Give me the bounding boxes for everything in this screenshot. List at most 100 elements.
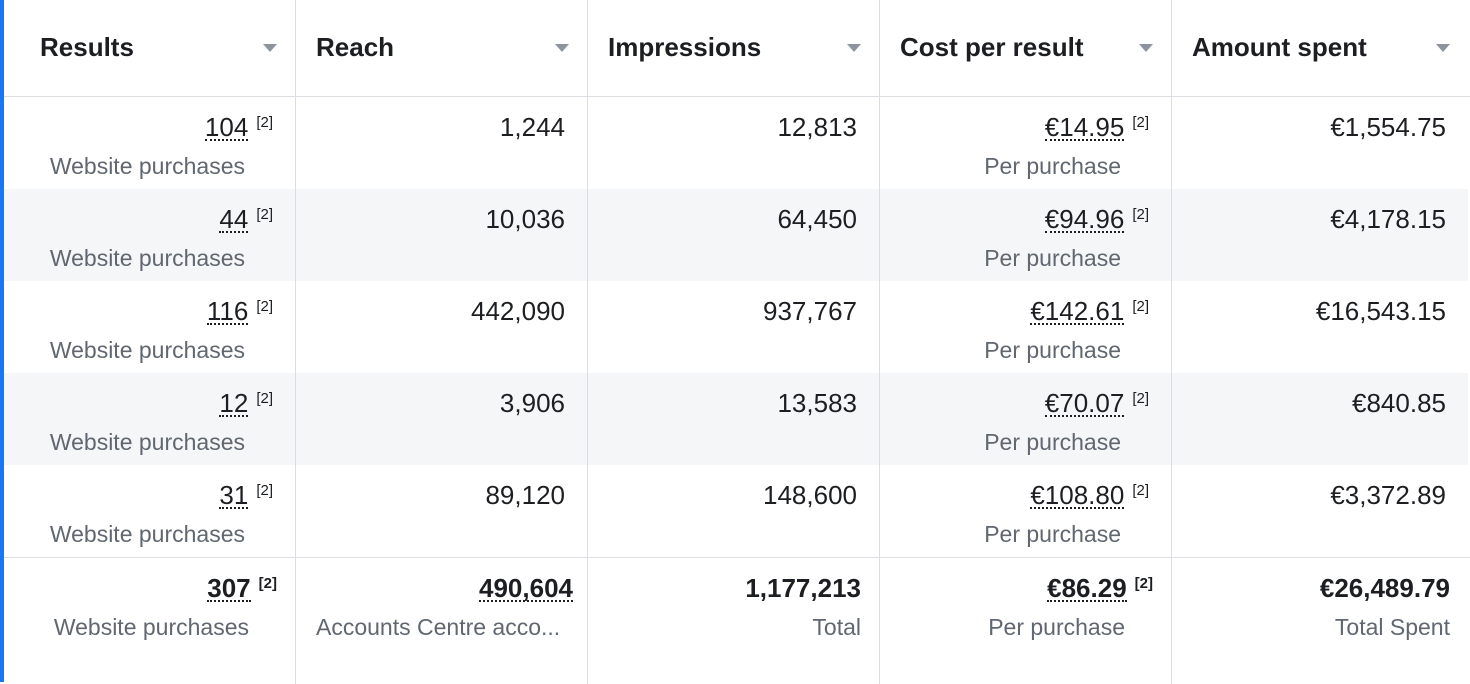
cost-value[interactable]: €70.07 — [1044, 388, 1125, 418]
column-header-results[interactable]: Results — [4, 0, 296, 96]
results-type: Website purchases — [49, 429, 245, 455]
reach-cell: 89,120 — [296, 465, 588, 557]
chevron-down-icon[interactable] — [1436, 44, 1450, 52]
cost-total-value[interactable]: €86.29 — [1047, 573, 1127, 603]
totals-row: 307 [2] Website purchases 490,604 Account… — [4, 557, 1470, 684]
reach-cell: 10,036 — [296, 189, 588, 281]
footnote-marker: [2] — [256, 206, 273, 223]
column-header-label: Cost per result — [900, 32, 1084, 62]
impressions-cell: 937,767 — [588, 281, 880, 373]
column-header-label: Impressions — [608, 32, 762, 62]
column-header-impressions[interactable]: Impressions — [588, 0, 880, 96]
reach-cell: 442,090 — [296, 281, 588, 373]
impressions-cell: 12,813 — [588, 97, 880, 189]
column-header-cost-per-result[interactable]: Cost per result — [880, 0, 1172, 96]
chevron-down-icon[interactable] — [1139, 44, 1153, 52]
chevron-down-icon[interactable] — [847, 44, 861, 52]
cost-cell: €94.96 [2] Per purchase — [880, 189, 1172, 281]
impressions-value: 12,813 — [777, 112, 857, 142]
table-row: 116 [2] Website purchases 442,090 937,767… — [4, 281, 1470, 373]
impressions-total-type: Total — [812, 614, 861, 640]
cost-value[interactable]: €108.80 — [1030, 480, 1125, 510]
reach-total-value[interactable]: 490,604 — [479, 573, 573, 603]
cost-type: Per purchase — [984, 521, 1121, 547]
reach-cell: 3,906 — [296, 373, 588, 465]
cost-type: Per purchase — [984, 153, 1121, 179]
reach-value: 89,120 — [485, 480, 565, 510]
spent-value: €16,543.15 — [1315, 296, 1446, 326]
spent-cell: €1,554.75 — [1172, 97, 1468, 189]
spent-total-value: €26,489.79 — [1319, 573, 1450, 603]
impressions-cell: 13,583 — [588, 373, 880, 465]
reach-value: 442,090 — [471, 296, 565, 326]
footnote-marker: [2] — [256, 482, 273, 499]
results-type: Website purchases — [49, 521, 245, 547]
results-value[interactable]: 31 — [219, 480, 249, 510]
column-header-label: Reach — [316, 32, 395, 62]
reach-total-cell: 490,604 Accounts Centre acco... — [296, 558, 588, 684]
spent-value: €3,372.89 — [1330, 480, 1446, 510]
chevron-down-icon[interactable] — [555, 44, 569, 52]
footnote-marker: [2] — [256, 390, 273, 407]
results-type: Website purchases — [49, 337, 245, 363]
impressions-value: 13,583 — [777, 388, 857, 418]
cost-value[interactable]: €94.96 — [1044, 204, 1125, 234]
table-row: 104 [2] Website purchases 1,244 12,813 €1… — [4, 97, 1470, 189]
cost-type: Per purchase — [984, 337, 1121, 363]
footnote-marker: [2] — [1132, 114, 1149, 131]
table-row: 44 [2] Website purchases 10,036 64,450 €9… — [4, 189, 1470, 281]
column-header-label: Amount spent — [1192, 32, 1367, 62]
reach-value: 1,244 — [499, 112, 565, 142]
footnote-marker: [2] — [1134, 575, 1153, 592]
results-cell: 104 [2] Website purchases — [4, 97, 296, 189]
results-value[interactable]: 116 — [206, 296, 249, 326]
impressions-total-cell: 1,177,213 Total — [588, 558, 880, 684]
column-header-reach[interactable]: Reach — [296, 0, 588, 96]
cost-value[interactable]: €142.61 — [1030, 296, 1125, 326]
cost-value[interactable]: €14.95 — [1044, 112, 1125, 142]
results-value[interactable]: 44 — [219, 204, 249, 234]
cost-total-cell: €86.29 [2] Per purchase — [880, 558, 1172, 684]
spent-total-type: Total Spent — [1334, 614, 1450, 640]
spent-cell: €4,178.15 — [1172, 189, 1468, 281]
spent-cell: €3,372.89 — [1172, 465, 1468, 557]
results-type: Website purchases — [49, 245, 245, 271]
impressions-value: 937,767 — [763, 296, 857, 326]
cost-cell: €142.61 [2] Per purchase — [880, 281, 1172, 373]
results-value[interactable]: 104 — [204, 112, 249, 142]
results-type: Website purchases — [49, 153, 245, 179]
spent-value: €840.85 — [1352, 388, 1446, 418]
impressions-total-value: 1,177,213 — [745, 573, 861, 603]
footnote-marker: [2] — [1132, 298, 1149, 315]
cost-cell: €108.80 [2] Per purchase — [880, 465, 1172, 557]
results-cell: 44 [2] Website purchases — [4, 189, 296, 281]
reach-total-type: Accounts Centre acco... — [316, 614, 561, 640]
chevron-down-icon[interactable] — [263, 44, 277, 52]
spent-cell: €16,543.15 — [1172, 281, 1468, 373]
cost-cell: €70.07 [2] Per purchase — [880, 373, 1172, 465]
results-cell: 116 [2] Website purchases — [4, 281, 296, 373]
impressions-value: 148,600 — [763, 480, 857, 510]
spent-cell: €840.85 — [1172, 373, 1468, 465]
footnote-marker: [2] — [1132, 206, 1149, 223]
table-row: 12 [2] Website purchases 3,906 13,583 €70… — [4, 373, 1470, 465]
table-row: 31 [2] Website purchases 89,120 148,600 €… — [4, 465, 1470, 557]
results-total-cell: 307 [2] Website purchases — [4, 558, 296, 684]
footnote-marker: [2] — [1132, 390, 1149, 407]
results-value[interactable]: 12 — [219, 388, 249, 418]
results-cell: 31 [2] Website purchases — [4, 465, 296, 557]
cost-total-type: Per purchase — [988, 614, 1125, 640]
cost-type: Per purchase — [984, 429, 1121, 455]
reach-cell: 1,244 — [296, 97, 588, 189]
column-header-amount-spent[interactable]: Amount spent — [1172, 0, 1468, 96]
footnote-marker: [2] — [258, 575, 277, 592]
footnote-marker: [2] — [1132, 482, 1149, 499]
impressions-value: 64,450 — [777, 204, 857, 234]
results-total-value[interactable]: 307 — [207, 573, 251, 603]
footnote-marker: [2] — [256, 298, 273, 315]
column-header-label: Results — [40, 32, 134, 62]
spent-value: €4,178.15 — [1330, 204, 1446, 234]
spent-total-cell: €26,489.79 Total Spent — [1172, 558, 1468, 684]
footnote-marker: [2] — [256, 114, 273, 131]
